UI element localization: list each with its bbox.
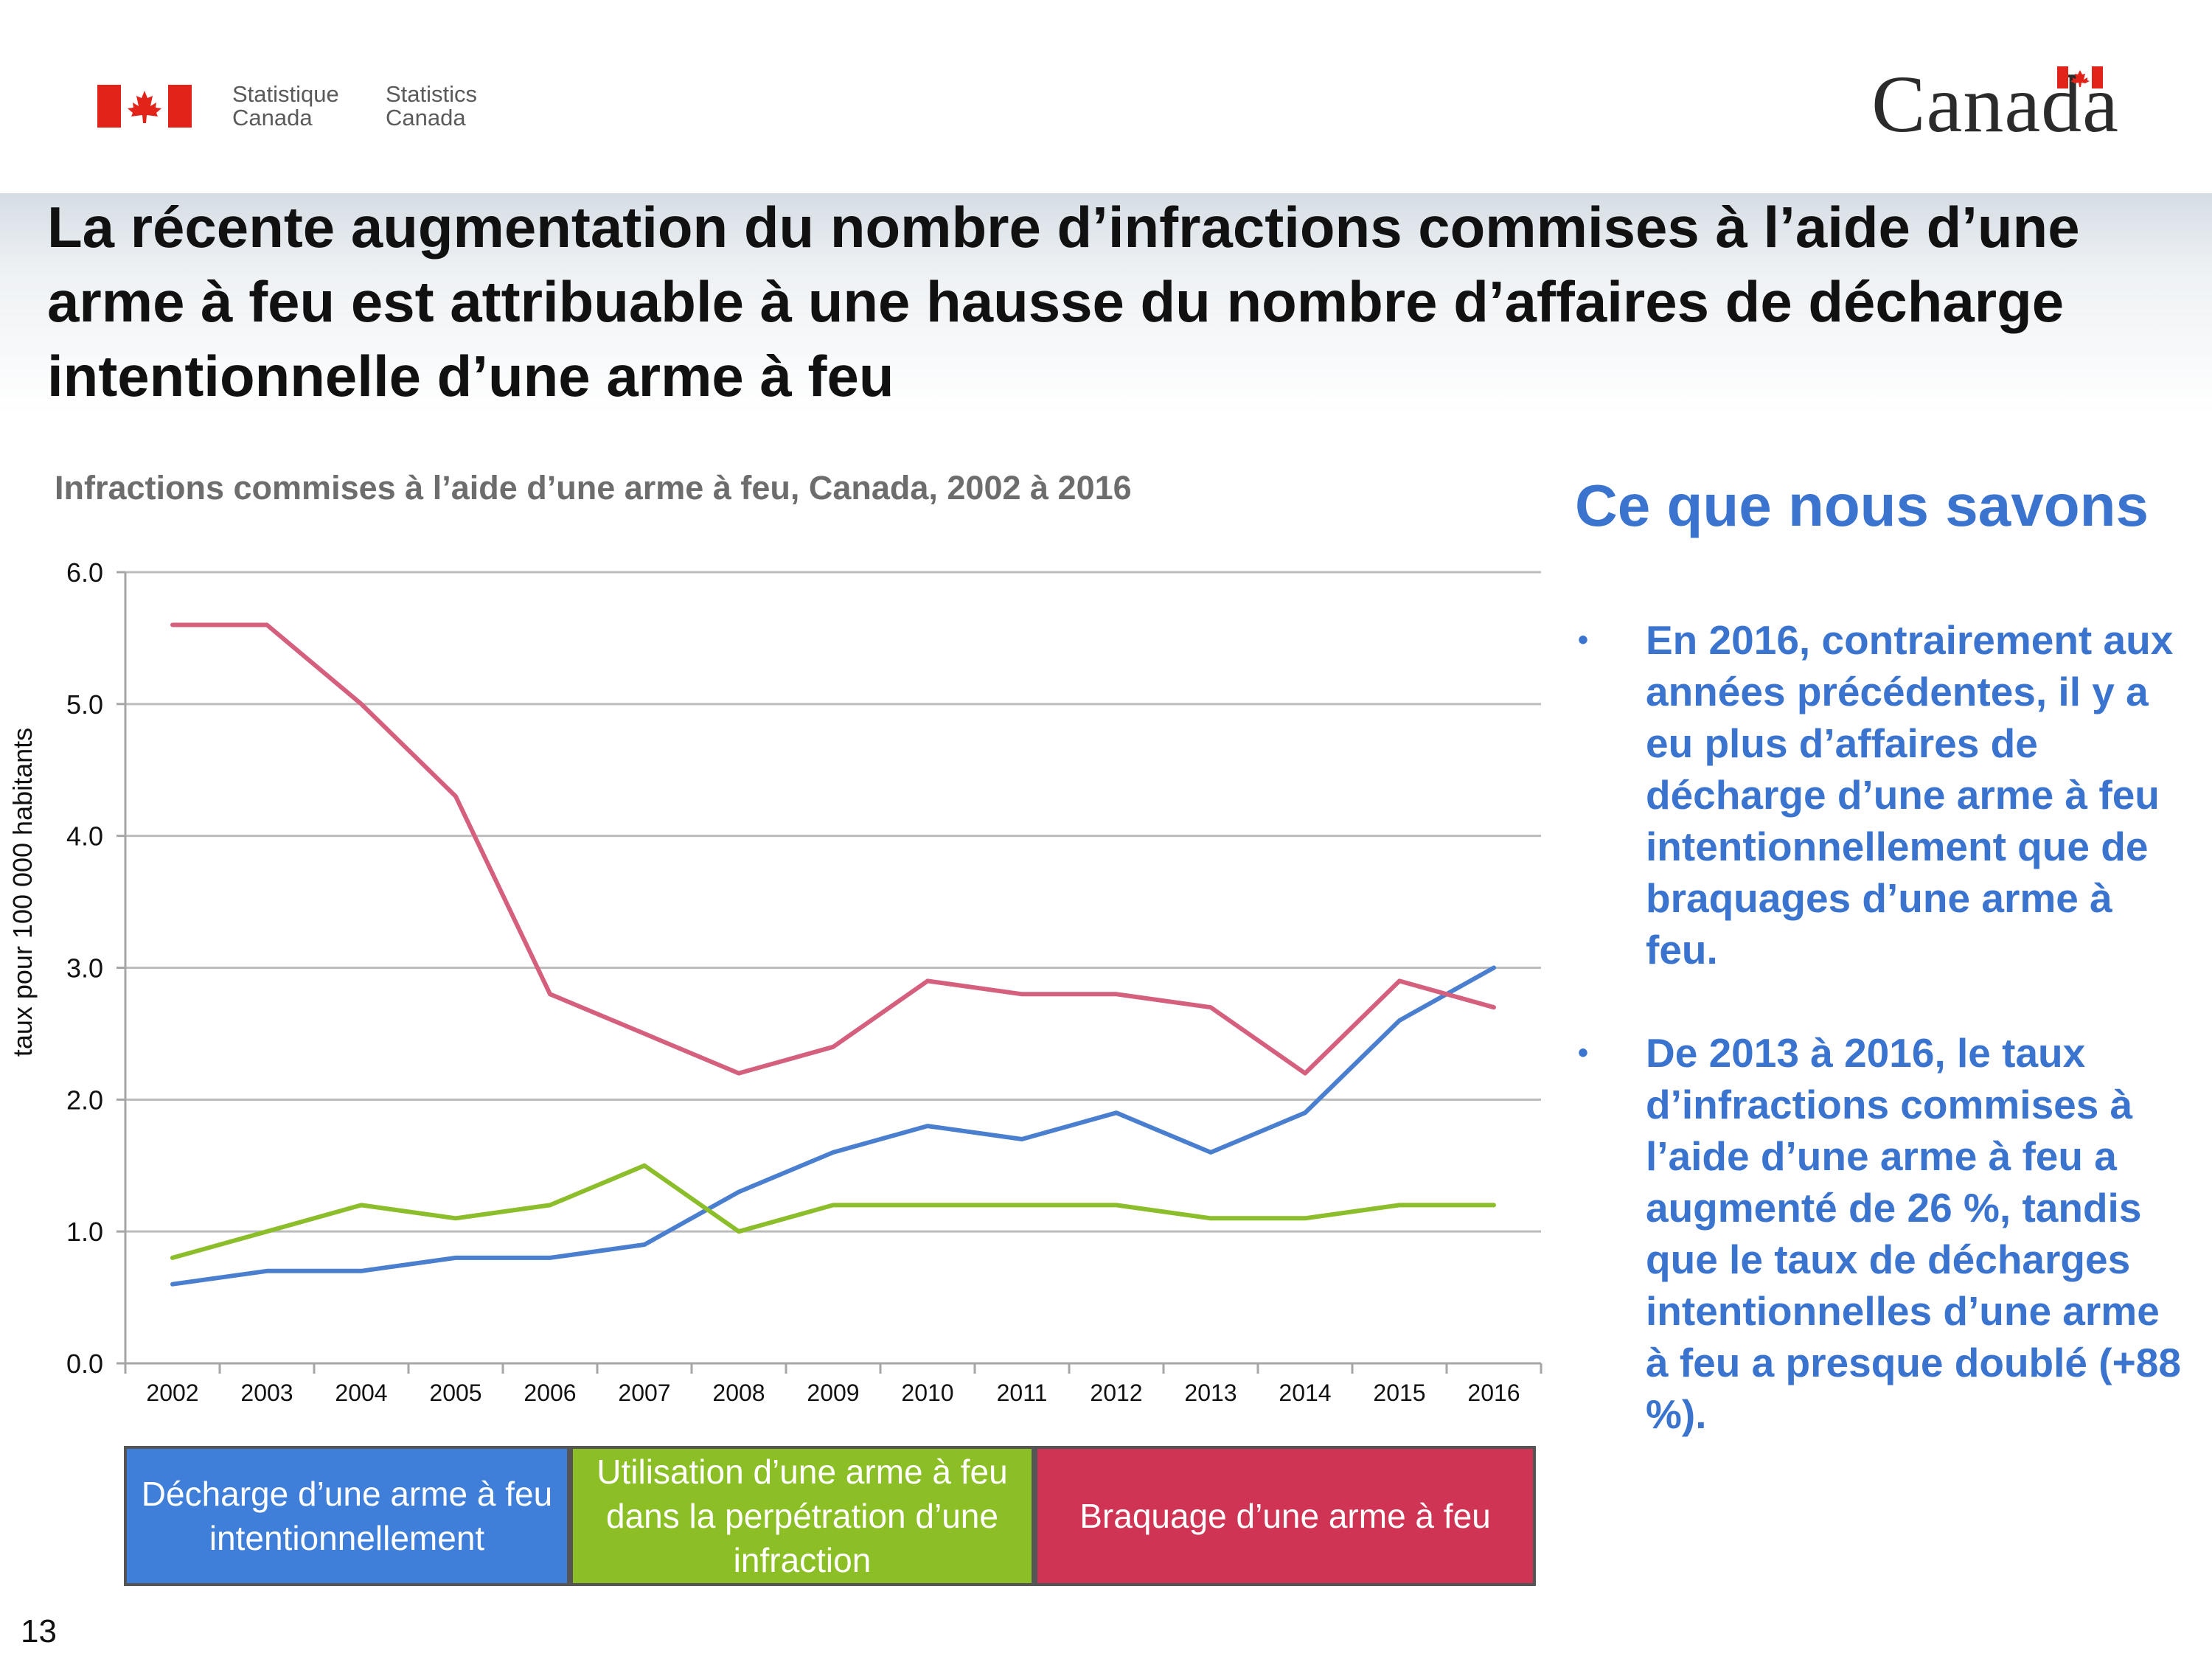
x-tick-label: 2013: [1184, 1380, 1237, 1406]
x-tick-label: 2006: [524, 1380, 576, 1406]
chart-title: Infractions commises à l’aide d’une arme…: [55, 469, 1132, 507]
x-tick-label: 2009: [807, 1380, 859, 1406]
flag-right-band: [168, 85, 192, 128]
x-tick-label: 2016: [1467, 1380, 1520, 1406]
legend-label-utilisation: Utilisation d’une arme à feu dans la per…: [597, 1453, 1008, 1579]
bullet-dot-icon: •: [1578, 1037, 1589, 1069]
x-tick-label: 2005: [429, 1380, 481, 1406]
wordmark-fr-line1: Statistique: [232, 81, 339, 107]
header-bar: Statistique Canada Statistics Canada Can…: [0, 0, 2212, 193]
wordmark-en-line1: Statistics: [386, 81, 478, 107]
x-tick-label: 2003: [240, 1380, 293, 1406]
bullet-text-2: De 2013 à 2016, le taux d’infractions co…: [1646, 1030, 2181, 1437]
canada-wordmark: Canada: [1871, 59, 2119, 149]
legend-item-braquage: Braquage d’une arme à feu: [1034, 1446, 1536, 1586]
side-panel-title: Ce que nous savons: [1575, 473, 2149, 538]
y-tick-label: 6.0: [66, 557, 103, 588]
side-panel-bullets: • En 2016, contrairement aux années précé…: [1578, 614, 2190, 1492]
maple-leaf-shape: [128, 91, 161, 123]
series-line-3: [170, 622, 1496, 1076]
flag-left-band: [97, 85, 121, 128]
bullet-item-1: • En 2016, contrairement aux années précé…: [1578, 614, 2190, 975]
series-line-1: [170, 965, 1496, 1287]
y-tick-label: 5.0: [66, 689, 103, 720]
page-number: 13: [21, 1613, 57, 1649]
legend-item-decharge: Décharge d’une arme à feu intentionnelle…: [124, 1446, 570, 1586]
canada-flag-icon: [97, 85, 192, 128]
x-tick-label: 2004: [335, 1380, 387, 1406]
y-tick-label: 4.0: [66, 821, 103, 852]
slide-title: La récente augmentation du nombre d’infr…: [47, 195, 2080, 408]
y-tick-label: 1.0: [66, 1217, 103, 1247]
header-gradient-band: [0, 193, 2212, 414]
x-tick-label: 2014: [1279, 1380, 1331, 1406]
wordmark-french: Statistique Canada: [232, 83, 339, 130]
wordmark-fr-line2: Canada: [232, 105, 313, 131]
y-tick-label: 0.0: [66, 1349, 103, 1379]
wordmark-english: Statistics Canada: [386, 83, 477, 130]
series-line-2: [170, 1163, 1496, 1260]
y-tick-label: 2.0: [66, 1085, 103, 1115]
bullet-item-2: • De 2013 à 2016, le taux d’infractions c…: [1578, 1027, 2190, 1440]
legend-label-decharge: Décharge d’une arme à feu intentionnelle…: [141, 1475, 553, 1557]
x-tick-label: 2015: [1373, 1380, 1425, 1406]
x-tick-label: 2008: [712, 1380, 765, 1406]
legend-item-utilisation: Utilisation d’une arme à feu dans la per…: [570, 1446, 1034, 1586]
x-tick-label: 2011: [997, 1380, 1048, 1406]
bullet-text-1: En 2016, contrairement aux années précéd…: [1646, 617, 2174, 973]
x-tick-label: 2007: [618, 1380, 670, 1406]
x-tick-label: 2002: [146, 1380, 198, 1406]
y-tick-label: 3.0: [66, 953, 103, 984]
canada-wordmark-flag-icon: [2057, 66, 2103, 88]
x-tick-label: 2012: [1090, 1380, 1142, 1406]
x-tick-label: 2010: [901, 1380, 953, 1406]
chart-legend: Décharge d’une arme à feu intentionnelle…: [124, 1446, 1536, 1586]
bullet-dot-icon: •: [1578, 624, 1589, 656]
wordmark-en-line2: Canada: [386, 105, 466, 131]
legend-label-braquage: Braquage d’une arme à feu: [1079, 1497, 1491, 1535]
